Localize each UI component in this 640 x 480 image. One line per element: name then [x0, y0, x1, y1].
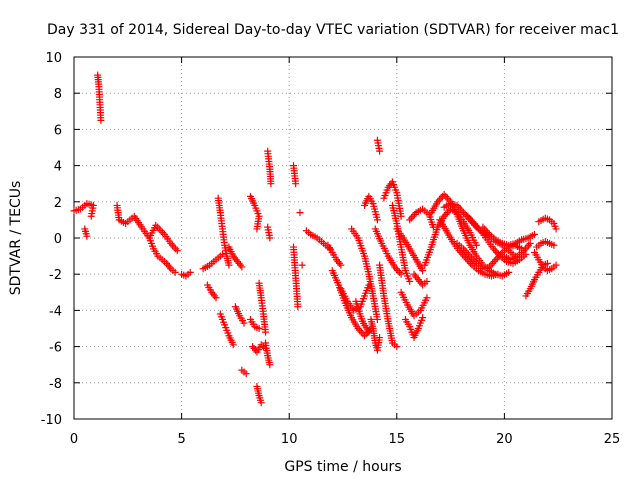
x-tick-label: 10 — [281, 432, 298, 447]
data-point — [87, 212, 95, 220]
data-point — [262, 328, 270, 336]
data-point — [443, 194, 451, 202]
y-tick-label: 4 — [54, 160, 62, 175]
data-point — [472, 241, 480, 249]
data-point — [393, 343, 401, 351]
data-point — [168, 241, 176, 249]
y-axis-label: SDTVAR / TECUs — [8, 181, 24, 296]
y-tick-label: 8 — [54, 87, 62, 102]
data-point — [419, 314, 427, 322]
data-point — [505, 268, 513, 276]
data-point — [409, 212, 417, 220]
data-point — [173, 247, 181, 255]
chart-title: Day 331 of 2014, Sidereal Day-to-day VTE… — [47, 22, 619, 38]
data-point — [242, 370, 250, 378]
data-point — [365, 328, 373, 336]
data-point — [494, 270, 502, 278]
data-point — [376, 334, 384, 342]
data-point — [357, 328, 365, 336]
grid-lines — [74, 57, 612, 419]
data-point — [218, 250, 226, 258]
y-tick-label: -8 — [49, 377, 62, 392]
data-point — [186, 268, 194, 276]
data-point — [440, 191, 448, 199]
data-point — [419, 267, 427, 275]
data-point — [552, 225, 560, 233]
data-point — [423, 277, 431, 285]
data-point — [521, 245, 529, 253]
data-point — [266, 234, 274, 242]
data-point — [298, 261, 306, 269]
x-tick-label: 5 — [177, 432, 185, 447]
y-tick-label: 6 — [54, 123, 62, 138]
data-point — [531, 230, 539, 238]
data-point — [212, 294, 220, 302]
data-point — [257, 399, 265, 407]
data-point — [157, 227, 165, 235]
y-tick-label: -4 — [49, 304, 62, 319]
data-point — [326, 245, 334, 253]
data-point — [543, 259, 551, 267]
data-point — [525, 241, 533, 249]
data-point — [489, 259, 497, 267]
x-axis-label: GPS time / hours — [284, 459, 401, 475]
data-point — [407, 214, 415, 222]
y-tick-labels: -10 -8 -6 -4 -2 0 2 4 6 8 10 — [41, 51, 62, 428]
y-tick-label: -6 — [49, 341, 62, 356]
data-point — [171, 268, 179, 276]
data-point — [253, 225, 261, 233]
data-point — [238, 263, 246, 271]
data-point — [229, 341, 237, 349]
data-point — [373, 315, 381, 323]
axis-ticks — [73, 56, 613, 420]
data-point — [155, 225, 163, 233]
data-point — [550, 241, 558, 249]
data-point — [406, 216, 414, 224]
data-point — [225, 261, 233, 269]
data-point — [267, 180, 275, 188]
data-points — [70, 71, 560, 407]
x-tick-labels: 0 5 10 15 20 25 — [70, 432, 620, 447]
y-tick-label: 2 — [54, 196, 62, 211]
y-tick-label: -10 — [41, 413, 62, 428]
data-point — [337, 261, 345, 269]
data-point — [170, 243, 178, 251]
data-point — [423, 294, 431, 302]
data-point — [526, 239, 534, 247]
data-point — [437, 194, 445, 202]
data-point — [490, 258, 498, 266]
data-point — [458, 207, 466, 215]
data-point — [292, 180, 300, 188]
data-point — [491, 247, 499, 255]
data-point — [442, 192, 450, 200]
x-tick-label: 25 — [604, 432, 621, 447]
data-point — [523, 243, 531, 251]
data-point — [294, 303, 302, 311]
data-point — [296, 209, 304, 217]
data-point — [266, 361, 274, 369]
x-tick-label: 15 — [389, 432, 406, 447]
data-point — [397, 212, 405, 220]
data-point — [83, 232, 91, 240]
x-tick-label: 0 — [70, 432, 78, 447]
data-point — [373, 216, 381, 224]
y-tick-label: 10 — [45, 51, 62, 66]
data-point — [255, 325, 263, 332]
data-point — [172, 245, 180, 253]
data-point — [376, 147, 384, 155]
x-tick-label: 20 — [496, 432, 513, 447]
data-point — [397, 270, 405, 278]
y-tick-label: 0 — [54, 232, 62, 247]
data-point — [552, 261, 560, 269]
data-point — [394, 267, 402, 275]
y-tick-label: -2 — [49, 268, 62, 283]
data-point — [240, 319, 248, 327]
data-point — [406, 277, 414, 285]
data-point — [97, 116, 105, 124]
data-point — [159, 229, 167, 237]
